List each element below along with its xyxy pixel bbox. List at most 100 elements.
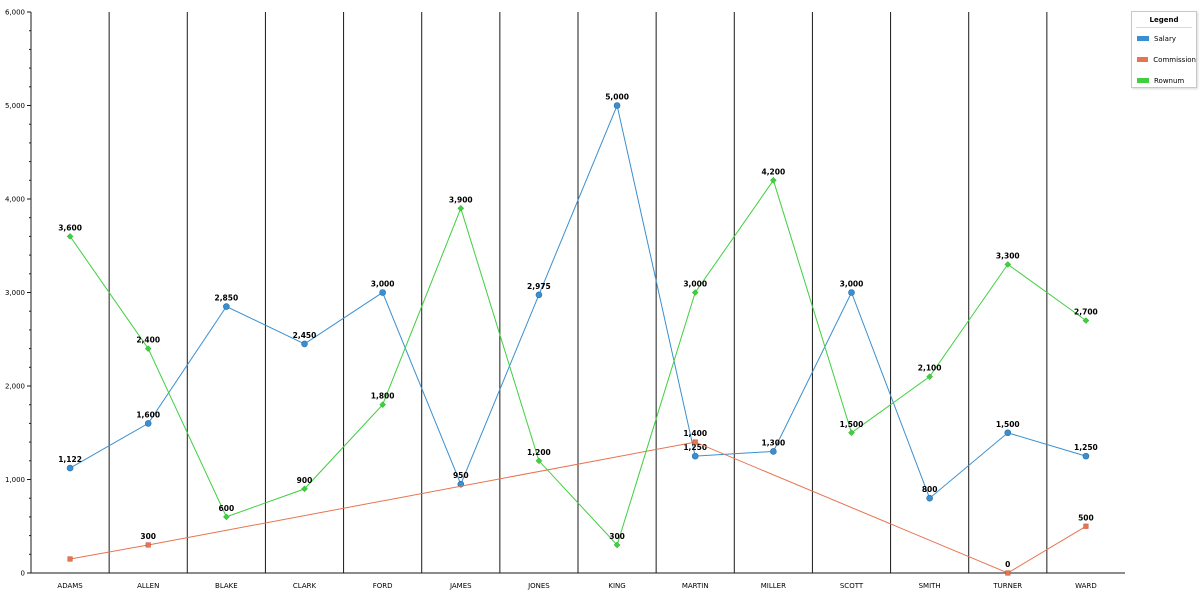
data-label-rownum-smith: 2,100 <box>918 364 942 373</box>
x-tick-label-ward: WARD <box>1075 582 1097 590</box>
data-point-rownum-allen <box>144 345 152 352</box>
data-point-commission-turner <box>1005 570 1011 576</box>
data-point-rownum-king <box>613 541 621 549</box>
data-point-salary-scott <box>848 289 855 296</box>
legend-label-salary: Salary <box>1154 34 1176 43</box>
data-label-salary-smith: 800 <box>922 485 938 494</box>
data-label-salary-james: 950 <box>453 471 469 480</box>
legend-divider <box>1136 27 1192 28</box>
x-tick-label-martin: MARTIN <box>682 582 709 590</box>
data-label-rownum-ward: 2,700 <box>1074 308 1098 317</box>
legend-swatch-commission <box>1137 57 1149 62</box>
data-point-commission-adams <box>67 556 73 562</box>
data-label-salary-ward: 1,250 <box>1074 443 1098 452</box>
data-point-commission-martin <box>692 439 698 445</box>
x-tick-label-blake: BLAKE <box>215 582 238 590</box>
x-tick-label-scott: SCOTT <box>840 582 864 590</box>
data-point-salary-allen <box>144 420 152 427</box>
data-label-salary-jones: 2,975 <box>527 282 551 291</box>
data-point-salary-ford <box>379 289 386 296</box>
y-tick-label: 3,000 <box>5 289 25 297</box>
data-point-salary-adams <box>66 464 74 472</box>
y-tick-label: 6,000 <box>5 9 25 17</box>
legend-item-commission: Commission <box>1132 49 1196 70</box>
data-label-commission-ward: 500 <box>1078 513 1094 522</box>
data-point-commission-ward <box>1083 523 1089 529</box>
legend: Legend Salary Commission Rownum <box>1131 11 1197 88</box>
y-tick-label: 5,000 <box>5 102 25 110</box>
series-line-rownum <box>69 179 1087 546</box>
data-label-salary-allen: 1,600 <box>136 410 160 419</box>
x-tick-label-ford: FORD <box>373 582 393 590</box>
data-point-rownum-martin <box>691 289 699 296</box>
x-tick-label-james: JAMES <box>449 582 472 590</box>
data-label-commission-martin: 1,400 <box>683 429 707 438</box>
y-tick-label: 0 <box>21 570 25 578</box>
data-label-salary-blake: 2,850 <box>214 294 238 303</box>
legend-label-rownum: Rownum <box>1154 76 1185 85</box>
data-label-commission-turner: 0 <box>1005 560 1010 569</box>
data-point-salary-ward <box>1082 452 1090 460</box>
data-label-rownum-allen: 2,400 <box>136 336 160 345</box>
data-label-salary-scott: 3,000 <box>840 280 864 289</box>
series-line-salary <box>69 103 1087 500</box>
data-point-rownum-smith <box>926 373 933 381</box>
x-tick-label-miller: MILLER <box>761 582 786 590</box>
data-point-rownum-ford <box>379 401 386 409</box>
data-label-salary-martin: 1,250 <box>683 443 707 452</box>
legend-item-rownum: Rownum <box>1132 70 1196 91</box>
legend-item-salary: Salary <box>1132 28 1196 49</box>
y-tick-label: 1,000 <box>5 476 25 484</box>
data-label-rownum-james: 3,900 <box>449 195 473 204</box>
data-label-salary-turner: 1,500 <box>996 420 1020 429</box>
data-label-rownum-ford: 1,800 <box>371 392 395 401</box>
data-label-rownum-jones: 1,200 <box>527 448 551 457</box>
data-label-rownum-king: 300 <box>609 532 625 541</box>
data-point-salary-clark <box>301 340 308 348</box>
data-label-rownum-martin: 3,000 <box>683 280 707 289</box>
x-tick-label-smith: SMITH <box>919 582 941 590</box>
data-point-commission-allen <box>145 542 151 548</box>
data-label-salary-miller: 1,300 <box>761 438 785 447</box>
data-point-rownum-ward <box>1082 317 1090 324</box>
legend-swatch-salary <box>1137 36 1149 41</box>
x-tick-label-king: KING <box>608 582 625 590</box>
data-point-rownum-james <box>457 204 465 212</box>
x-tick-label-adams: ADAMS <box>57 582 83 590</box>
legend-swatch-rownum <box>1137 78 1149 83</box>
data-label-rownum-blake: 600 <box>219 504 235 513</box>
data-label-rownum-miller: 4,200 <box>761 167 785 176</box>
data-label-salary-king: 5,000 <box>605 93 629 102</box>
data-point-rownum-miller <box>770 176 777 184</box>
data-label-salary-adams: 1,122 <box>58 455 82 464</box>
data-label-rownum-turner: 3,300 <box>996 251 1020 260</box>
y-tick-label: 4,000 <box>5 196 25 204</box>
data-label-salary-ford: 3,000 <box>371 280 395 289</box>
data-label-rownum-adams: 3,600 <box>58 223 82 232</box>
data-point-rownum-adams <box>66 233 74 240</box>
x-tick-label-clark: CLARK <box>293 582 317 590</box>
data-point-rownum-clark <box>301 485 308 493</box>
data-point-salary-martin <box>691 452 699 460</box>
data-label-salary-clark: 2,450 <box>293 331 317 340</box>
data-label-rownum-scott: 1,500 <box>840 420 864 429</box>
data-point-salary-blake <box>223 303 230 310</box>
y-tick-label: 2,000 <box>5 383 25 391</box>
data-point-rownum-jones <box>535 457 543 465</box>
data-point-rownum-turner <box>1004 261 1012 268</box>
x-tick-label-turner: TURNER <box>992 582 1022 590</box>
data-point-salary-miller <box>770 448 777 455</box>
data-point-salary-jones <box>535 291 543 299</box>
x-tick-label-allen: ALLEN <box>137 582 159 590</box>
data-point-salary-king <box>613 102 621 109</box>
x-tick-label-jones: JONES <box>527 582 550 590</box>
data-label-commission-allen: 300 <box>140 532 156 541</box>
data-point-rownum-blake <box>223 513 230 521</box>
data-label-rownum-clark: 900 <box>297 476 313 485</box>
legend-title: Legend <box>1149 16 1179 24</box>
data-point-salary-turner <box>1004 429 1012 437</box>
legend-label-commission: Commission <box>1153 55 1196 64</box>
data-point-rownum-scott <box>848 429 855 437</box>
